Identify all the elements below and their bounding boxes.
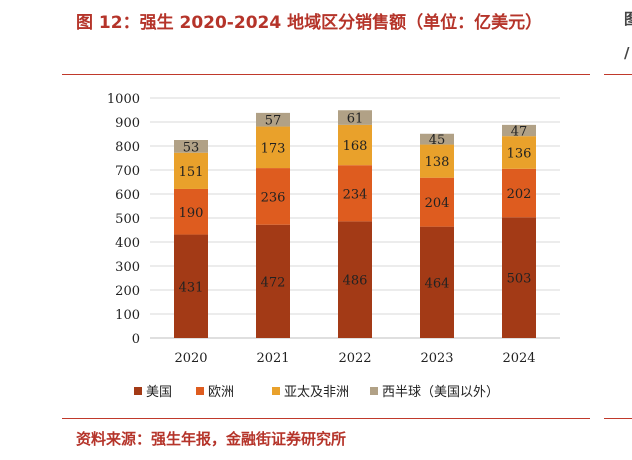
x-tick-label: 2024 xyxy=(502,351,535,366)
bar-segment xyxy=(256,224,290,338)
legend-label: 美国 xyxy=(146,385,172,400)
bar-segment xyxy=(256,126,290,169)
bar-segment xyxy=(174,140,208,153)
bar-segment xyxy=(174,234,208,338)
y-tick-label: 400 xyxy=(115,236,140,251)
x-tick-label: 2022 xyxy=(338,351,371,366)
bar-segment xyxy=(174,152,208,189)
y-tick-label: 0 xyxy=(132,332,140,347)
bar-segment xyxy=(420,133,454,145)
title-rule-right xyxy=(604,74,632,75)
data-label: 136 xyxy=(507,146,532,161)
bar-segment xyxy=(420,226,454,338)
bar-segment xyxy=(338,165,372,222)
bar-segment xyxy=(502,124,536,137)
data-label: 168 xyxy=(343,139,368,154)
y-tick-label: 300 xyxy=(115,260,140,275)
y-tick-label: 1000 xyxy=(107,92,140,107)
bar-segment xyxy=(338,110,372,125)
bar-segment xyxy=(338,221,372,338)
x-tick-label: 2020 xyxy=(174,351,207,366)
data-label: 45 xyxy=(429,133,446,148)
y-tick-label: 100 xyxy=(115,308,140,323)
data-label: 202 xyxy=(507,187,532,202)
data-label: 236 xyxy=(261,190,286,205)
y-tick-label: 200 xyxy=(115,284,140,299)
data-label: 472 xyxy=(261,275,286,290)
chart-title: 图 12：强生 2020-2024 地域区分销售额（单位：亿美元） xyxy=(76,13,543,33)
data-label: 190 xyxy=(179,206,204,221)
bar-segment xyxy=(338,124,372,166)
y-tick-label: 600 xyxy=(115,188,140,203)
data-label: 486 xyxy=(343,274,368,289)
data-label: 173 xyxy=(261,141,286,156)
legend-label: 西半球（美国以外） xyxy=(382,385,499,400)
data-label: 57 xyxy=(265,114,282,129)
bar-segment xyxy=(174,188,208,235)
data-label: 204 xyxy=(425,196,450,211)
source-rule-right xyxy=(604,418,632,419)
bar-segment xyxy=(256,168,290,225)
legend-swatch xyxy=(134,387,142,395)
y-tick-label: 900 xyxy=(115,116,140,131)
bar-segment xyxy=(256,112,290,127)
source-rule xyxy=(62,418,590,419)
data-label: 431 xyxy=(179,280,204,295)
source-note: 资料来源：强生年报，金融街证券研究所 xyxy=(76,430,347,448)
x-tick-label: 2021 xyxy=(256,351,289,366)
data-label: 138 xyxy=(425,155,450,170)
legend-swatch xyxy=(370,387,378,395)
y-tick-label: 700 xyxy=(115,164,140,179)
data-label: 61 xyxy=(347,112,364,127)
data-label: 503 xyxy=(507,272,532,287)
edge-glyph-mid: / xyxy=(624,44,630,62)
data-label: 53 xyxy=(183,140,200,155)
bar-segment xyxy=(502,136,536,169)
legend-label: 欧洲 xyxy=(208,385,234,400)
title-rule xyxy=(62,74,590,75)
bar-segment xyxy=(420,144,454,178)
data-label: 234 xyxy=(343,187,368,202)
bar-segment xyxy=(502,217,536,338)
legend-swatch xyxy=(196,387,204,395)
legend-label: 亚太及非洲 xyxy=(284,385,349,400)
bar-segment xyxy=(502,168,536,218)
legend-swatch xyxy=(272,387,280,395)
bar-segment xyxy=(420,177,454,227)
edge-glyph-top: 图 xyxy=(624,10,632,28)
x-tick-label: 2023 xyxy=(420,351,453,366)
y-tick-label: 800 xyxy=(115,140,140,155)
data-label: 151 xyxy=(179,165,204,180)
data-label: 47 xyxy=(511,125,528,140)
data-label: 464 xyxy=(425,276,450,291)
y-tick-label: 500 xyxy=(115,212,140,227)
